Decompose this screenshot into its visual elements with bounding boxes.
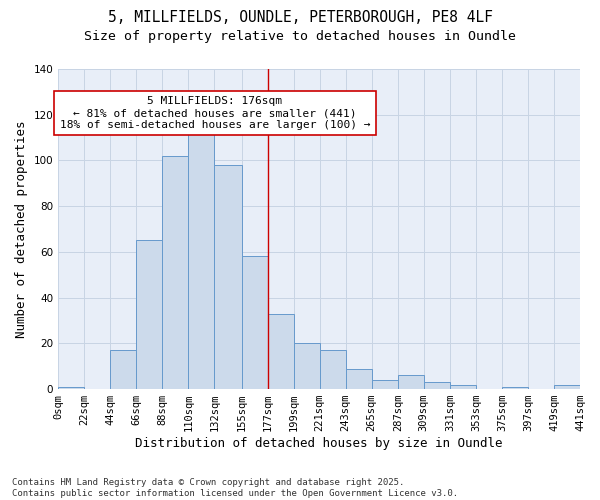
Y-axis label: Number of detached properties: Number of detached properties <box>15 120 28 338</box>
Bar <box>502 387 528 389</box>
Bar <box>188 130 214 389</box>
Bar <box>320 350 346 389</box>
Bar <box>450 384 476 389</box>
Bar <box>162 156 188 389</box>
Bar <box>372 380 398 389</box>
Bar <box>554 384 580 389</box>
Bar <box>110 350 136 389</box>
Bar <box>424 382 450 389</box>
Bar <box>293 344 320 389</box>
Bar <box>242 256 268 389</box>
Text: 5, MILLFIELDS, OUNDLE, PETERBOROUGH, PE8 4LF: 5, MILLFIELDS, OUNDLE, PETERBOROUGH, PE8… <box>107 10 493 25</box>
Bar <box>58 387 84 389</box>
Bar <box>398 376 424 389</box>
X-axis label: Distribution of detached houses by size in Oundle: Distribution of detached houses by size … <box>136 437 503 450</box>
Text: Contains HM Land Registry data © Crown copyright and database right 2025.
Contai: Contains HM Land Registry data © Crown c… <box>12 478 458 498</box>
Bar <box>268 314 293 389</box>
Bar <box>214 165 242 389</box>
Text: Size of property relative to detached houses in Oundle: Size of property relative to detached ho… <box>84 30 516 43</box>
Bar <box>346 368 372 389</box>
Bar <box>136 240 162 389</box>
Text: 5 MILLFIELDS: 176sqm
← 81% of detached houses are smaller (441)
18% of semi-deta: 5 MILLFIELDS: 176sqm ← 81% of detached h… <box>60 96 370 130</box>
